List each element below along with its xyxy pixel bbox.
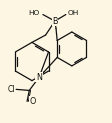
Text: O: O: [30, 97, 36, 106]
Text: N: N: [36, 73, 42, 82]
Text: HO: HO: [28, 10, 40, 16]
Text: B: B: [52, 17, 58, 26]
Text: OH: OH: [68, 10, 79, 16]
Text: Cl: Cl: [8, 85, 15, 94]
